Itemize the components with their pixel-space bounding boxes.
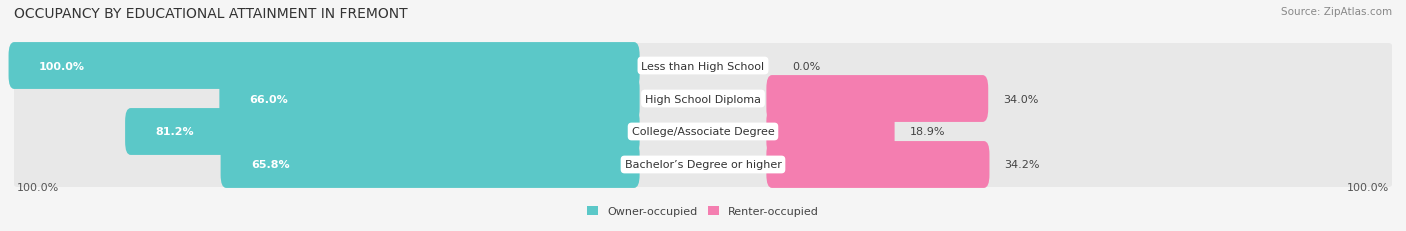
Text: Less than High School: Less than High School (641, 61, 765, 71)
Text: 34.2%: 34.2% (1005, 160, 1040, 170)
FancyBboxPatch shape (13, 109, 1393, 154)
Text: 100.0%: 100.0% (1347, 182, 1389, 192)
Text: 65.8%: 65.8% (250, 160, 290, 170)
Text: 100.0%: 100.0% (17, 182, 59, 192)
Text: 100.0%: 100.0% (39, 61, 84, 71)
Text: College/Associate Degree: College/Associate Degree (631, 127, 775, 137)
FancyBboxPatch shape (8, 43, 640, 90)
Text: Source: ZipAtlas.com: Source: ZipAtlas.com (1281, 7, 1392, 17)
FancyBboxPatch shape (219, 76, 640, 122)
FancyBboxPatch shape (125, 109, 640, 155)
FancyBboxPatch shape (766, 76, 988, 122)
Text: 18.9%: 18.9% (910, 127, 945, 137)
FancyBboxPatch shape (13, 143, 1393, 187)
Text: 0.0%: 0.0% (793, 61, 821, 71)
Text: High School Diploma: High School Diploma (645, 94, 761, 104)
FancyBboxPatch shape (766, 141, 990, 188)
Text: Bachelor’s Degree or higher: Bachelor’s Degree or higher (624, 160, 782, 170)
Text: 66.0%: 66.0% (250, 94, 288, 104)
FancyBboxPatch shape (13, 44, 1393, 88)
Legend: Owner-occupied, Renter-occupied: Owner-occupied, Renter-occupied (586, 206, 820, 216)
Text: OCCUPANCY BY EDUCATIONAL ATTAINMENT IN FREMONT: OCCUPANCY BY EDUCATIONAL ATTAINMENT IN F… (14, 7, 408, 21)
FancyBboxPatch shape (13, 77, 1393, 122)
FancyBboxPatch shape (766, 109, 894, 155)
FancyBboxPatch shape (221, 141, 640, 188)
Text: 81.2%: 81.2% (156, 127, 194, 137)
Text: 34.0%: 34.0% (1004, 94, 1039, 104)
